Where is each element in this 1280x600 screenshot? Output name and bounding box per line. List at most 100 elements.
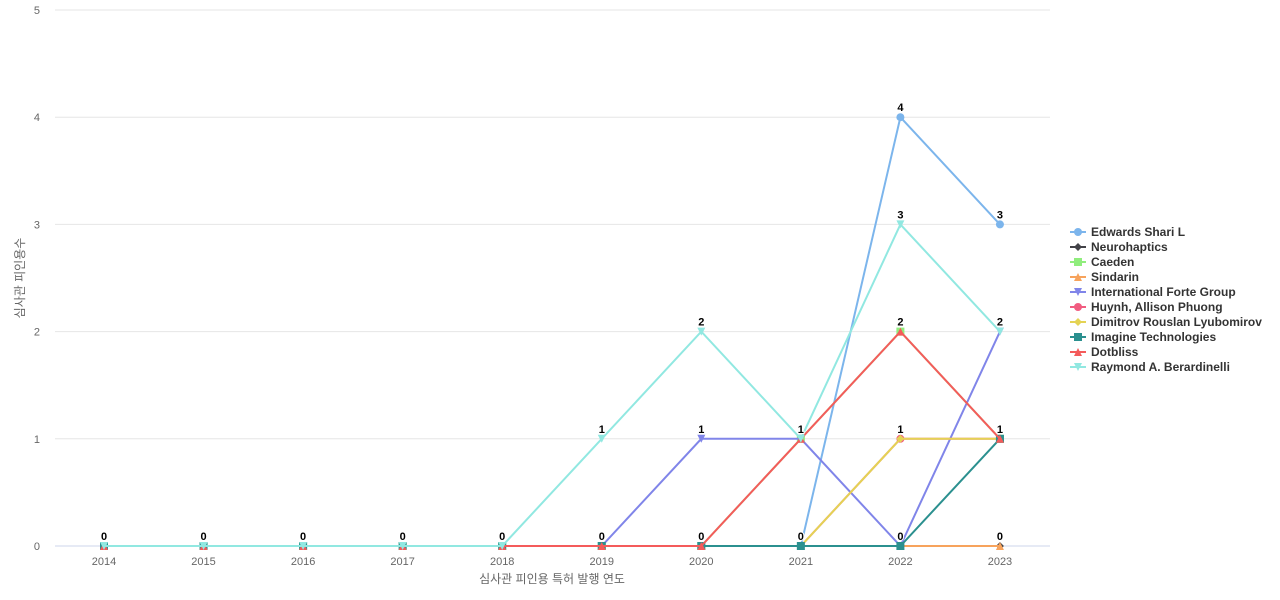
data-point — [896, 434, 905, 443]
data-label: 2 — [698, 317, 704, 329]
data-label: 1 — [698, 424, 704, 436]
x-axis-title: 심사관 피인용 특허 발행 연도 — [479, 571, 625, 586]
legend-symbol — [1074, 227, 1082, 236]
data-point — [796, 434, 805, 443]
legend-symbol — [1074, 287, 1082, 296]
data-point — [597, 542, 606, 550]
legend-item[interactable]: Sindarin — [1070, 269, 1262, 284]
data-label: 1 — [897, 424, 903, 436]
legend-label: Sindarin — [1091, 269, 1140, 284]
data-label: 3 — [897, 209, 903, 221]
legend-marker-icon — [1070, 287, 1086, 296]
y-tick-label: 2 — [34, 327, 40, 339]
x-tick-label: 2015 — [191, 556, 215, 568]
y-tick-label: 4 — [34, 112, 40, 124]
legend-label: Dimitrov Rouslan Lyubomirov — [1091, 314, 1262, 329]
data-label: 0 — [101, 531, 107, 543]
legend-marker-icon — [1070, 362, 1086, 371]
x-tick-label: 2020 — [689, 556, 713, 568]
data-point — [995, 327, 1004, 336]
data-point — [597, 434, 606, 443]
legend-item[interactable]: Dotbliss — [1070, 344, 1262, 359]
x-tick-label: 2019 — [590, 556, 614, 568]
x-tick-label: 2022 — [888, 556, 912, 568]
legend-label: Caeden — [1091, 254, 1135, 269]
legend-symbol — [1074, 302, 1082, 311]
data-label: 1 — [599, 424, 605, 436]
legend-marker-icon — [1070, 347, 1086, 356]
legend-label: Edwards Shari L — [1091, 224, 1186, 239]
data-point — [697, 542, 706, 550]
data-label: 2 — [897, 317, 903, 329]
series-line — [104, 222, 1001, 547]
x-tick-label: 2014 — [92, 556, 116, 568]
legend-symbol — [1074, 272, 1082, 281]
data-label: 0 — [499, 531, 505, 543]
x-tick-label: 2017 — [390, 556, 414, 568]
data-label: 0 — [897, 531, 903, 543]
data-point — [896, 542, 905, 550]
x-tick-label: 2021 — [789, 556, 813, 568]
data-label: 2 — [997, 317, 1003, 329]
legend-symbol — [1074, 332, 1082, 341]
legend-marker-icon — [1070, 227, 1086, 236]
legend-marker-icon — [1070, 257, 1086, 266]
legend-marker-icon — [1070, 242, 1086, 251]
legend-label: International Forte Group — [1091, 284, 1236, 299]
legend-symbol — [1074, 257, 1082, 266]
series-raymond-a-berardinelli — [100, 220, 1004, 550]
data-point — [896, 327, 905, 336]
data-point — [796, 542, 805, 550]
data-point — [299, 542, 308, 550]
legend-marker-icon — [1070, 272, 1086, 281]
data-point — [697, 434, 706, 443]
legend-marker-icon — [1070, 332, 1086, 341]
x-tick-label: 2018 — [490, 556, 514, 568]
data-point — [995, 434, 1004, 443]
x-tick-label: 2023 — [988, 556, 1012, 568]
legend-symbol — [1074, 362, 1082, 371]
y-tick-label: 5 — [34, 5, 40, 17]
legend-marker-icon — [1070, 317, 1086, 326]
data-point — [398, 542, 407, 550]
legend-item[interactable]: Caeden — [1070, 254, 1262, 269]
legend-label: Imagine Technologies — [1091, 329, 1217, 344]
data-label: 1 — [997, 424, 1003, 436]
legend-symbol — [1074, 317, 1082, 326]
data-point — [199, 542, 208, 550]
legend-item[interactable]: Edwards Shari L — [1070, 224, 1262, 239]
data-label: 0 — [798, 531, 804, 543]
legend-item[interactable]: Dimitrov Rouslan Lyubomirov — [1070, 314, 1262, 329]
y-tick-label: 1 — [34, 434, 40, 446]
data-point — [100, 542, 108, 550]
data-label: 1 — [798, 424, 804, 436]
x-tick-label: 2016 — [291, 556, 315, 568]
legend-item[interactable]: Raymond A. Berardinelli — [1070, 359, 1262, 374]
legend-marker-icon — [1070, 302, 1086, 311]
legend-item[interactable]: Neurohaptics — [1070, 239, 1262, 254]
legend-label: Raymond A. Berardinelli — [1091, 359, 1230, 374]
data-label: 0 — [698, 531, 704, 543]
y-tick-label: 3 — [34, 219, 40, 231]
y-axis-title: 심사관 피인용수 — [13, 238, 27, 319]
data-point — [498, 542, 507, 550]
data-point — [697, 327, 706, 336]
legend-symbol — [1074, 242, 1082, 251]
data-label: 3 — [997, 209, 1003, 221]
data-point — [896, 220, 905, 229]
legend: Edwards Shari L Neurohaptics Caeden Sindari… — [1070, 224, 1262, 374]
legend-item[interactable]: Huynh, Allison Phuong — [1070, 299, 1262, 314]
data-label: 0 — [200, 531, 206, 543]
legend-item[interactable]: International Forte Group — [1070, 284, 1262, 299]
data-label: 4 — [897, 102, 904, 114]
legend-label: Huynh, Allison Phuong — [1091, 299, 1223, 314]
legend-symbol — [1074, 347, 1082, 356]
data-label: 0 — [997, 531, 1003, 543]
y-tick-label: 0 — [34, 541, 40, 553]
data-label: 0 — [599, 531, 605, 543]
data-point — [995, 542, 1004, 550]
legend-label: Neurohaptics — [1091, 239, 1168, 254]
legend-item[interactable]: Imagine Technologies — [1070, 329, 1262, 344]
